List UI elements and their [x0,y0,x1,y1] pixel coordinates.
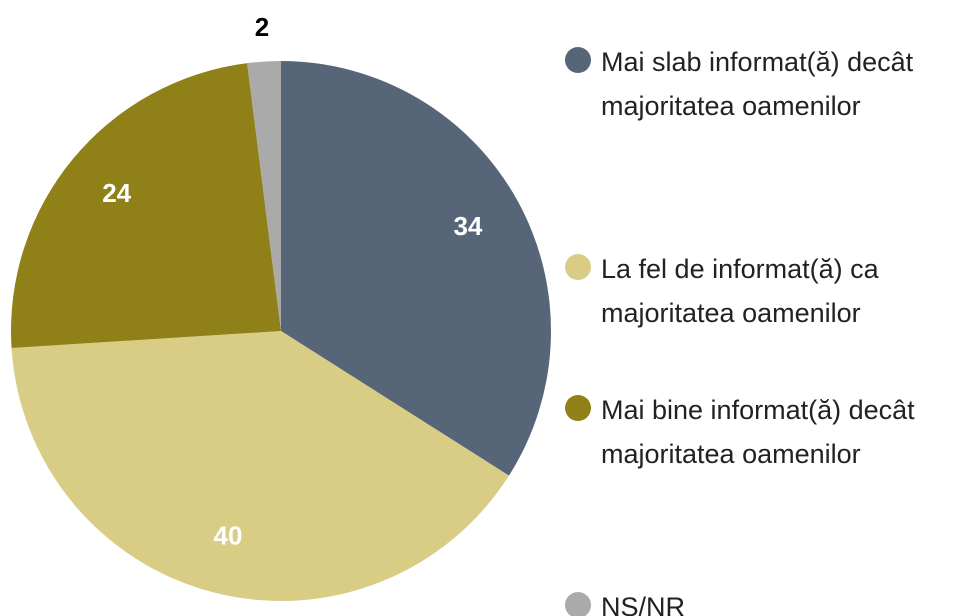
pie-slice [247,61,281,331]
legend-label: La fel de informat(ă) ca majoritatea oam… [601,254,879,328]
pie-slice [10,63,281,348]
pie-slice [281,61,551,476]
legend-entry: La fel de informat(ă) ca majoritatea oam… [565,247,945,335]
data-label: 2 [255,12,269,42]
data-label: 40 [213,520,242,550]
data-label: 24 [102,178,131,208]
legend-swatch [565,254,591,280]
legend-entry: Mai slab informat(ă) decât majoritatea o… [565,40,945,128]
legend-swatch [565,592,591,616]
pie-slice [11,331,509,601]
chart: 34 40 24 2 [10,12,551,601]
legend-label: Mai bine informat(ă) decât majoritatea o… [601,395,915,469]
data-label: 34 [453,211,482,241]
legend-label: Mai slab informat(ă) decât majoritatea o… [601,47,914,121]
legend-swatch [565,395,591,421]
legend-entry: Mai bine informat(ă) decât majoritatea o… [565,388,945,476]
legend-swatch [565,47,591,73]
legend-label: NȘ/NR [601,592,686,616]
legend-entry: NȘ/NR [565,585,945,616]
